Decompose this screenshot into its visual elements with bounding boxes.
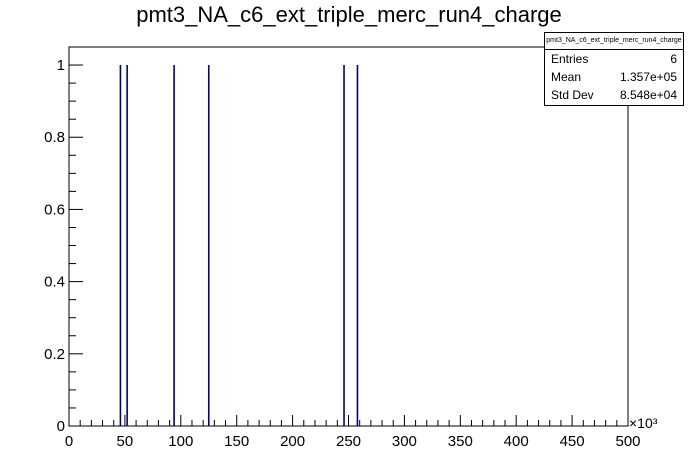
- y-tick-label: 0.8: [44, 129, 65, 146]
- x-multiplier-label: ×10³: [629, 415, 658, 431]
- x-tick-label: 150: [224, 433, 249, 450]
- y-tick-label: 0.2: [44, 346, 65, 363]
- stats-row-entries: Entries 6: [545, 50, 683, 68]
- x-tick-label: 200: [280, 433, 305, 450]
- stats-label: Mean: [551, 70, 582, 84]
- stats-box-title: pmt3_NA_c6_ext_triple_merc_run4_charge: [545, 33, 683, 50]
- y-tick-label: 0: [57, 418, 65, 435]
- x-tick-label: 450: [560, 433, 585, 450]
- stats-label: Entries: [551, 52, 589, 66]
- y-tick-label: 0.6: [44, 201, 65, 218]
- chart-title: pmt3_NA_c6_ext_triple_merc_run4_charge: [136, 2, 562, 27]
- y-tick-label: 1: [57, 57, 65, 74]
- x-tick-label: 300: [392, 433, 417, 450]
- x-tick-label: 250: [336, 433, 361, 450]
- x-tick-label: 350: [448, 433, 473, 450]
- stats-box: pmt3_NA_c6_ext_triple_merc_run4_charge E…: [544, 32, 684, 106]
- stats-row-stddev: Std Dev 8.548e+04: [545, 86, 683, 104]
- y-tick-label: 0.4: [44, 274, 65, 291]
- stats-value: 1.357e+05: [619, 70, 677, 84]
- x-tick-label: 100: [168, 433, 193, 450]
- x-tick-label: 0: [65, 433, 73, 450]
- x-tick-label: 50: [117, 433, 134, 450]
- stats-row-mean: Mean 1.357e+05: [545, 68, 683, 86]
- x-tick-label: 500: [615, 433, 640, 450]
- stats-label: Std Dev: [551, 88, 594, 102]
- stats-value: 6: [670, 52, 677, 66]
- stats-value: 8.548e+04: [619, 88, 677, 102]
- x-tick-label: 400: [504, 433, 529, 450]
